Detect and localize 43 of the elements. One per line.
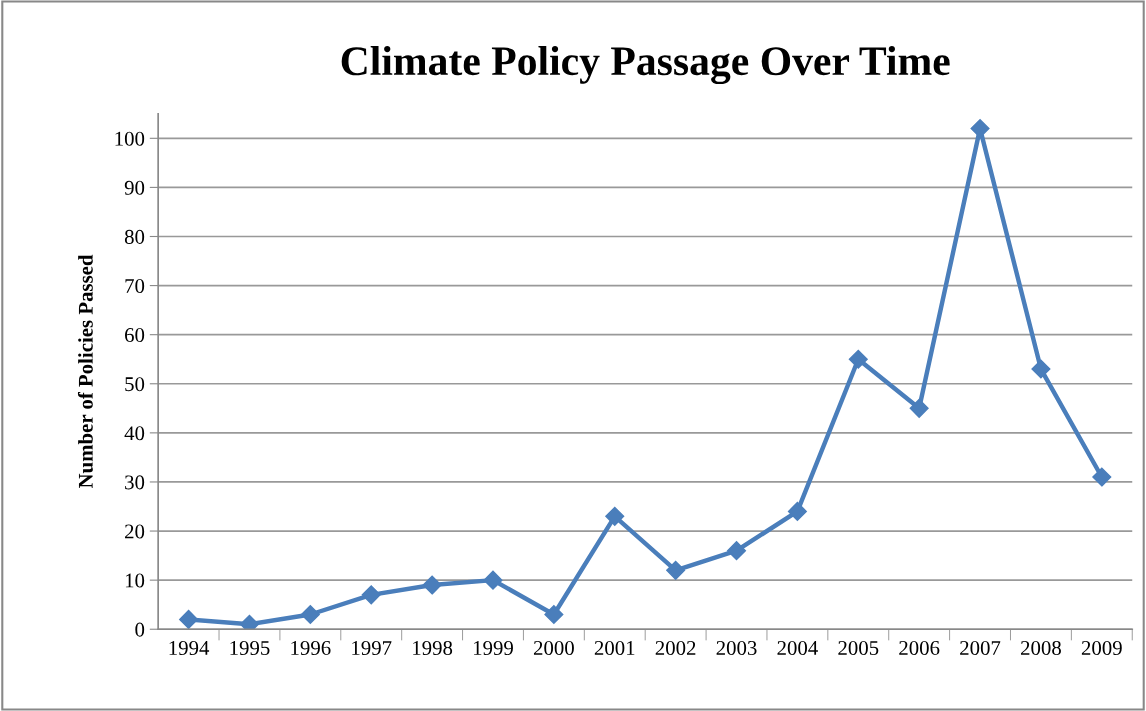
chart-title: Climate Policy Passage Over Time [341,45,950,85]
y-tick-label: 100 [115,131,145,146]
y-axis-title: Number of Policies Passed [77,254,93,489]
x-tick-label: 1999 [473,641,513,656]
point [726,541,747,561]
x-tick-label: 2000 [533,640,574,656]
y-tick-label: 60 [125,328,145,343]
point [361,585,381,605]
point [483,570,503,590]
x-tick-label: 2001 [594,640,635,656]
point [179,609,199,629]
point [605,506,625,526]
y-tick-label: 80 [124,229,145,244]
x-tick-label: 2003 [716,640,757,656]
x-tick-label: 2004 [777,640,818,656]
point [1031,359,1051,379]
y-tick-label: 40 [124,426,145,441]
x-tick-label: 2007 [960,640,1001,656]
point [909,398,929,418]
x-tick-label: 2009 [1081,640,1122,656]
x-tick-label: 2002 [655,640,696,656]
point [300,604,320,625]
x-tick-label: 2008 [1021,640,1061,656]
point [848,349,868,369]
y-tick-label: 20 [125,524,145,539]
point [422,575,442,595]
point [544,604,564,625]
point [1092,467,1112,487]
point [787,501,807,521]
x-tick-label: 1998 [413,640,453,656]
y-tick-label: 50 [125,377,145,392]
y-tick-label: 90 [124,180,145,195]
x-tick-label: 1994 [169,641,210,656]
y-tick-label: 0 [135,622,145,637]
point [666,560,686,580]
x-tick-label: 1995 [230,641,270,656]
y-tick-label: 30 [125,475,145,490]
x-tick-label: 1996 [291,641,331,656]
x-tick-label: 1997 [352,641,392,656]
x-tick-label: 2005 [838,640,879,656]
y-tick-label: 10 [125,573,145,588]
y-tick-label: 70 [125,278,145,294]
x-tick-label: 2006 [899,640,940,656]
